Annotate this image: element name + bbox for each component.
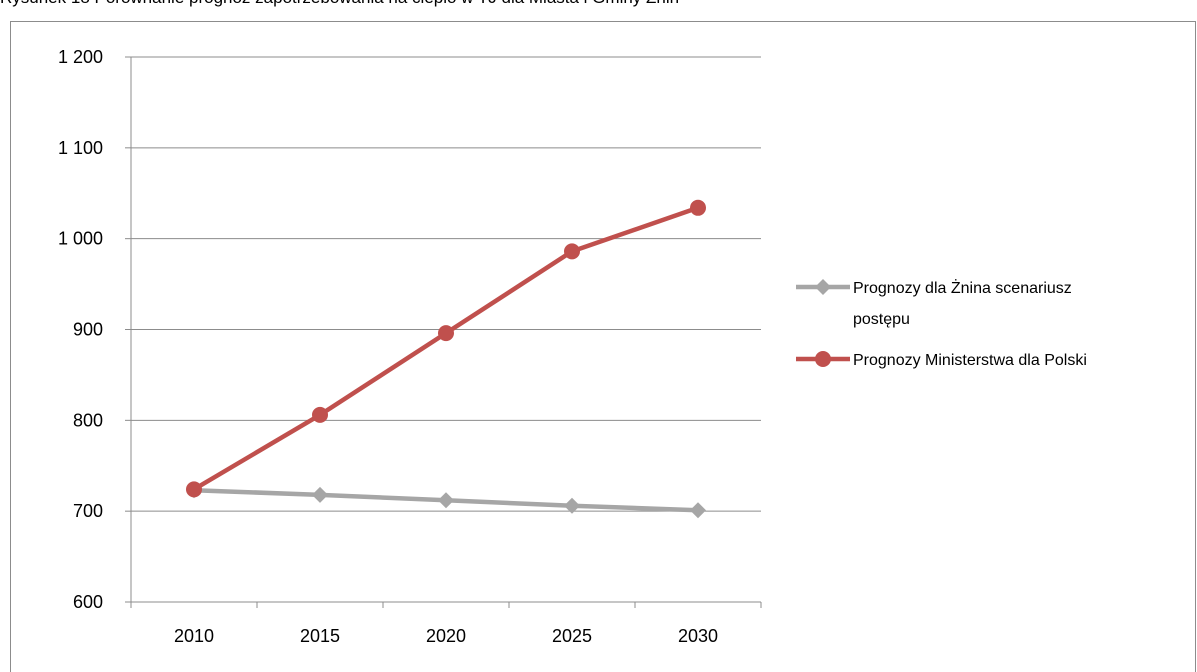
legend-label: Prognozy dla Żnina scenariusz [853, 278, 1072, 297]
data-point [312, 486, 328, 503]
series-line [192, 205, 699, 492]
x-tick-label: 2025 [552, 626, 592, 646]
y-tick-label: 1 000 [58, 229, 103, 249]
data-point [438, 325, 454, 342]
series-2 [186, 199, 706, 498]
legend: Prognozy dla Żnina scenariuszpostępuProg… [796, 278, 1087, 369]
legend-label: Prognozy Ministerstwa dla Polski [853, 352, 1087, 369]
data-series [186, 199, 706, 519]
y-axis-tick-labels: 600 700 800 900 1 000 1 100 1 200 [58, 47, 103, 612]
legend-label: postępu [853, 311, 910, 328]
data-point [564, 243, 580, 260]
y-tick-label: 700 [73, 501, 103, 521]
legend-swatch-marker [815, 279, 831, 295]
line-chart: 600 700 800 900 1 000 1 100 1 200 2010 2015 2020… [58, 47, 1087, 646]
data-point [690, 199, 706, 216]
x-tick-label: 2015 [300, 626, 340, 646]
legend-item-1: Prognozy dla Żnina scenariusz postępu [796, 278, 1072, 328]
chart-frame [10, 21, 1196, 672]
x-tick-label: 2010 [174, 626, 214, 646]
x-tick-label: 2030 [678, 626, 718, 646]
series-1 [186, 482, 706, 519]
figure-caption: Rysunek 18 Porównanie prognoz zapotrzebo… [0, 0, 679, 8]
y-tick-label: 800 [73, 410, 103, 430]
data-point [312, 406, 328, 423]
y-tick-label: 900 [73, 320, 103, 340]
legend-item-2: Prognozy Ministerstwa dla Polski [796, 351, 1087, 369]
axes [125, 56, 762, 608]
x-tick-label: 2020 [426, 626, 466, 646]
data-point [564, 497, 580, 514]
data-point [438, 492, 454, 509]
data-point [690, 502, 706, 519]
y-tick-label: 1 100 [58, 138, 103, 158]
data-point [186, 481, 202, 498]
legend-swatch-marker [815, 351, 831, 367]
gridlines [131, 56, 761, 512]
x-axis-tick-labels: 2010 2015 2020 2025 2030 [174, 626, 718, 646]
y-tick-label: 600 [73, 592, 103, 612]
y-tick-label: 1 200 [58, 47, 103, 67]
